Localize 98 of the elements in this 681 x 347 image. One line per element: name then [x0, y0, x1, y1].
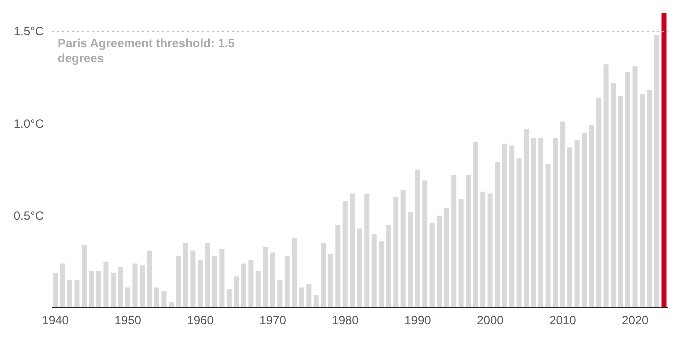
bar [589, 125, 594, 308]
bar [458, 199, 464, 308]
bar [415, 170, 420, 308]
bar [183, 243, 188, 308]
bar [226, 290, 232, 308]
bar [234, 276, 240, 308]
bar [611, 83, 616, 308]
bar [342, 201, 348, 308]
bar [516, 158, 522, 308]
bar [654, 35, 660, 308]
bar [372, 234, 377, 308]
bar [495, 162, 500, 308]
ref-line-label: Paris Agreement threshold: 1.5 degrees [58, 36, 236, 66]
bar [190, 250, 196, 308]
bar [278, 280, 283, 308]
bar [132, 264, 138, 308]
bar [626, 72, 631, 308]
y-tick-label: 1.5°C [14, 24, 44, 39]
bar [632, 66, 638, 308]
x-tick-label: 1960 [187, 314, 214, 328]
x-tick-label: 1990 [404, 314, 432, 328]
bar [408, 212, 414, 308]
bar [53, 272, 58, 308]
bar [480, 192, 486, 308]
bar [364, 194, 370, 308]
bar [379, 242, 384, 308]
bar [430, 223, 435, 308]
bar [640, 94, 646, 308]
bar [198, 260, 203, 308]
bar [89, 271, 94, 308]
bar [336, 225, 341, 308]
y-tick-label: 0.5°C [14, 209, 44, 224]
bar [568, 148, 573, 308]
bar [394, 197, 399, 308]
bar [510, 146, 515, 308]
bar [110, 272, 116, 308]
bar [176, 256, 182, 308]
bar [270, 252, 276, 308]
bar [574, 140, 580, 308]
bar [531, 138, 536, 308]
x-tick-label: 2010 [550, 314, 577, 328]
bar [118, 267, 124, 308]
bar [350, 194, 356, 308]
bar [292, 238, 298, 308]
bar [328, 254, 334, 308]
bar [538, 138, 544, 308]
bar [560, 122, 566, 308]
bar [154, 288, 160, 308]
bar [168, 302, 174, 308]
bar [256, 271, 261, 308]
x-tick-label: 2000 [477, 314, 504, 328]
x-tick-label: 1940 [42, 314, 70, 328]
bar [524, 129, 530, 308]
bar [205, 243, 210, 308]
x-tick-label: 1950 [114, 314, 142, 328]
bar [502, 144, 508, 308]
bar [60, 264, 66, 308]
bar [241, 264, 246, 308]
x-tick-label: 1970 [260, 314, 287, 328]
bar [147, 250, 152, 308]
bar [546, 164, 551, 308]
bar [314, 295, 319, 308]
bar [452, 175, 457, 308]
bar [466, 175, 472, 308]
bar [306, 284, 312, 308]
bar [162, 291, 167, 308]
bar [299, 288, 304, 308]
bar [104, 262, 109, 308]
bar [74, 280, 80, 308]
bar [140, 266, 145, 308]
bar [444, 208, 450, 308]
bar [96, 271, 102, 308]
bar [422, 180, 428, 308]
bar [662, 13, 667, 308]
bar [488, 194, 493, 308]
bar [67, 280, 72, 308]
bar [437, 216, 442, 308]
bar [386, 225, 392, 308]
bar [263, 247, 268, 308]
bar [212, 256, 218, 308]
bar [553, 138, 558, 308]
bar [647, 90, 652, 308]
bar [82, 245, 87, 308]
bar [220, 249, 225, 308]
bar [596, 98, 602, 308]
x-tick-label: 1980 [332, 314, 360, 328]
bar [582, 132, 588, 308]
bar [357, 228, 362, 308]
bar [125, 288, 130, 308]
bar [604, 64, 609, 308]
bar [400, 190, 406, 308]
bar [248, 260, 254, 308]
y-tick-label: 1.0°C [14, 116, 44, 131]
bar [618, 96, 624, 308]
bar [284, 256, 290, 308]
x-tick-label: 2020 [622, 314, 650, 328]
bar [321, 243, 326, 308]
bar [473, 142, 478, 308]
